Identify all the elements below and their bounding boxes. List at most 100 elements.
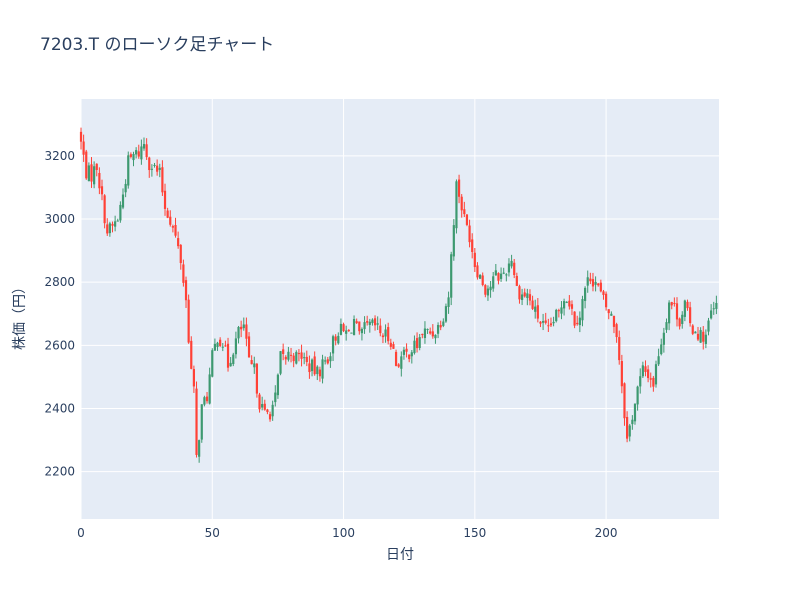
x-tick-label: 200 [595, 526, 618, 540]
candle-body [313, 356, 316, 375]
candle [266, 408, 269, 415]
candle [198, 439, 201, 463]
candle-body [119, 204, 122, 221]
candle [389, 338, 392, 350]
candle [555, 308, 558, 323]
candle [381, 333, 385, 344]
candle [316, 365, 319, 381]
candle [261, 396, 264, 411]
candle [384, 324, 387, 343]
candle-body [371, 319, 374, 324]
candle [675, 297, 679, 327]
candle-body [321, 359, 324, 379]
candle-body [670, 302, 673, 306]
candle [526, 288, 529, 306]
candle [465, 214, 469, 227]
candle-body [539, 321, 542, 324]
candle [161, 160, 164, 196]
candle-body [111, 223, 114, 226]
candle [216, 341, 219, 351]
candle-body [355, 321, 358, 324]
candle [710, 304, 713, 320]
candle [639, 368, 642, 394]
candle [494, 263, 497, 276]
candle [360, 327, 364, 341]
candle [450, 251, 453, 306]
candle-body [121, 194, 125, 208]
candle [366, 315, 369, 326]
candle-body [597, 283, 600, 286]
candle-body [250, 360, 253, 365]
candle-body [282, 349, 285, 354]
candle [434, 334, 437, 344]
candle [203, 395, 206, 407]
candle-body [657, 356, 660, 365]
y-tick-label: 3200 [44, 149, 75, 163]
candle [303, 352, 306, 365]
candle-body [439, 325, 442, 328]
candle [329, 352, 332, 368]
candle [368, 318, 371, 333]
candle-body [518, 286, 521, 300]
candle-body [405, 348, 408, 352]
candle [358, 321, 361, 335]
candle [552, 316, 555, 327]
candle [408, 354, 411, 363]
candle [313, 351, 316, 376]
candle-body [702, 331, 705, 342]
candle [668, 300, 671, 331]
candle-body [216, 342, 219, 348]
candle-body [523, 292, 526, 297]
candle-body [644, 366, 647, 372]
candle-body [607, 309, 610, 314]
candle [484, 284, 487, 298]
candle-body [647, 369, 650, 379]
candle [618, 330, 621, 365]
candle [481, 272, 484, 287]
candle [602, 289, 605, 300]
candle-body [389, 342, 392, 347]
candle [691, 324, 694, 336]
candle [148, 156, 151, 178]
candle [166, 207, 169, 219]
candle-body [360, 328, 364, 334]
candle [352, 315, 356, 336]
candle-body [552, 321, 555, 324]
candle [578, 311, 581, 333]
candle [85, 149, 88, 180]
candle-body [415, 338, 419, 349]
candle-body [127, 155, 130, 186]
candle-body [557, 310, 560, 312]
candle [628, 423, 631, 442]
candle-body [402, 349, 406, 355]
candle [371, 318, 374, 326]
candle [187, 294, 190, 344]
candle [455, 179, 458, 234]
candle [568, 295, 571, 310]
candle [612, 315, 616, 334]
candle [350, 332, 353, 334]
candle [560, 301, 563, 320]
candle [119, 201, 122, 223]
candle-body [124, 183, 127, 193]
candle-body [203, 397, 206, 405]
candle-body [345, 330, 348, 334]
candle-body [156, 165, 159, 172]
candle [436, 322, 440, 339]
candle [106, 218, 109, 236]
candle-body [108, 223, 111, 234]
candle-body [87, 165, 90, 182]
candle-body [573, 311, 576, 326]
candle [457, 174, 461, 204]
candle-body [274, 392, 277, 403]
candle-body [442, 321, 445, 326]
candle [660, 338, 663, 356]
candle-body [90, 164, 93, 182]
candle-body [381, 335, 385, 338]
candle-body [200, 404, 203, 440]
candle [715, 295, 718, 315]
candle [702, 325, 705, 350]
candle-body [229, 362, 232, 367]
candle [636, 385, 639, 411]
candle [321, 354, 324, 384]
